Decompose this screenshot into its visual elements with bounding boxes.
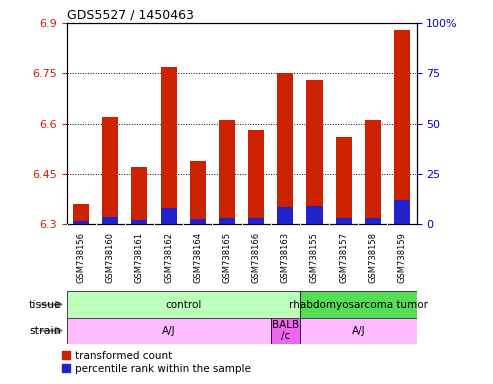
Bar xyxy=(190,219,206,224)
Text: BALB
/c: BALB /c xyxy=(272,320,299,341)
Bar xyxy=(248,218,264,224)
Bar xyxy=(161,208,176,224)
Bar xyxy=(219,120,235,224)
Text: GSM738161: GSM738161 xyxy=(135,232,144,283)
Bar xyxy=(336,137,352,224)
Bar xyxy=(394,30,410,224)
Bar xyxy=(132,167,147,224)
Text: tissue: tissue xyxy=(29,300,62,310)
Legend: transformed count, percentile rank within the sample: transformed count, percentile rank withi… xyxy=(62,351,251,374)
Bar xyxy=(219,218,235,224)
Bar xyxy=(277,207,293,224)
Bar xyxy=(132,220,147,224)
Bar xyxy=(102,117,118,224)
Bar xyxy=(73,221,89,224)
Text: GSM738156: GSM738156 xyxy=(76,232,86,283)
Bar xyxy=(73,204,89,224)
Text: A/J: A/J xyxy=(162,326,176,336)
Bar xyxy=(300,318,417,344)
Bar xyxy=(271,318,300,344)
Bar xyxy=(67,318,271,344)
Text: GSM738163: GSM738163 xyxy=(281,232,290,283)
Bar xyxy=(336,218,352,224)
Text: GSM738160: GSM738160 xyxy=(106,232,115,283)
Bar xyxy=(161,67,176,224)
Text: GSM738162: GSM738162 xyxy=(164,232,173,283)
Text: GSM738164: GSM738164 xyxy=(193,232,202,283)
Bar xyxy=(307,80,322,224)
Bar xyxy=(307,206,322,224)
Bar xyxy=(277,73,293,224)
Text: GDS5527 / 1450463: GDS5527 / 1450463 xyxy=(67,9,193,22)
Bar xyxy=(248,130,264,224)
Text: GSM738158: GSM738158 xyxy=(368,232,377,283)
Text: GSM738157: GSM738157 xyxy=(339,232,348,283)
Bar xyxy=(300,291,417,318)
Bar xyxy=(394,200,410,224)
Bar xyxy=(67,291,300,318)
Bar xyxy=(365,120,381,224)
Bar xyxy=(102,217,118,224)
Bar xyxy=(365,218,381,224)
Text: strain: strain xyxy=(30,326,62,336)
Text: GSM738155: GSM738155 xyxy=(310,232,319,283)
Text: control: control xyxy=(165,300,202,310)
Text: GSM738165: GSM738165 xyxy=(222,232,232,283)
Text: rhabdomyosarcoma tumor: rhabdomyosarcoma tumor xyxy=(289,300,428,310)
Bar xyxy=(190,161,206,224)
Text: A/J: A/J xyxy=(352,326,365,336)
Text: GSM738159: GSM738159 xyxy=(397,232,407,283)
Text: GSM738166: GSM738166 xyxy=(251,232,261,283)
